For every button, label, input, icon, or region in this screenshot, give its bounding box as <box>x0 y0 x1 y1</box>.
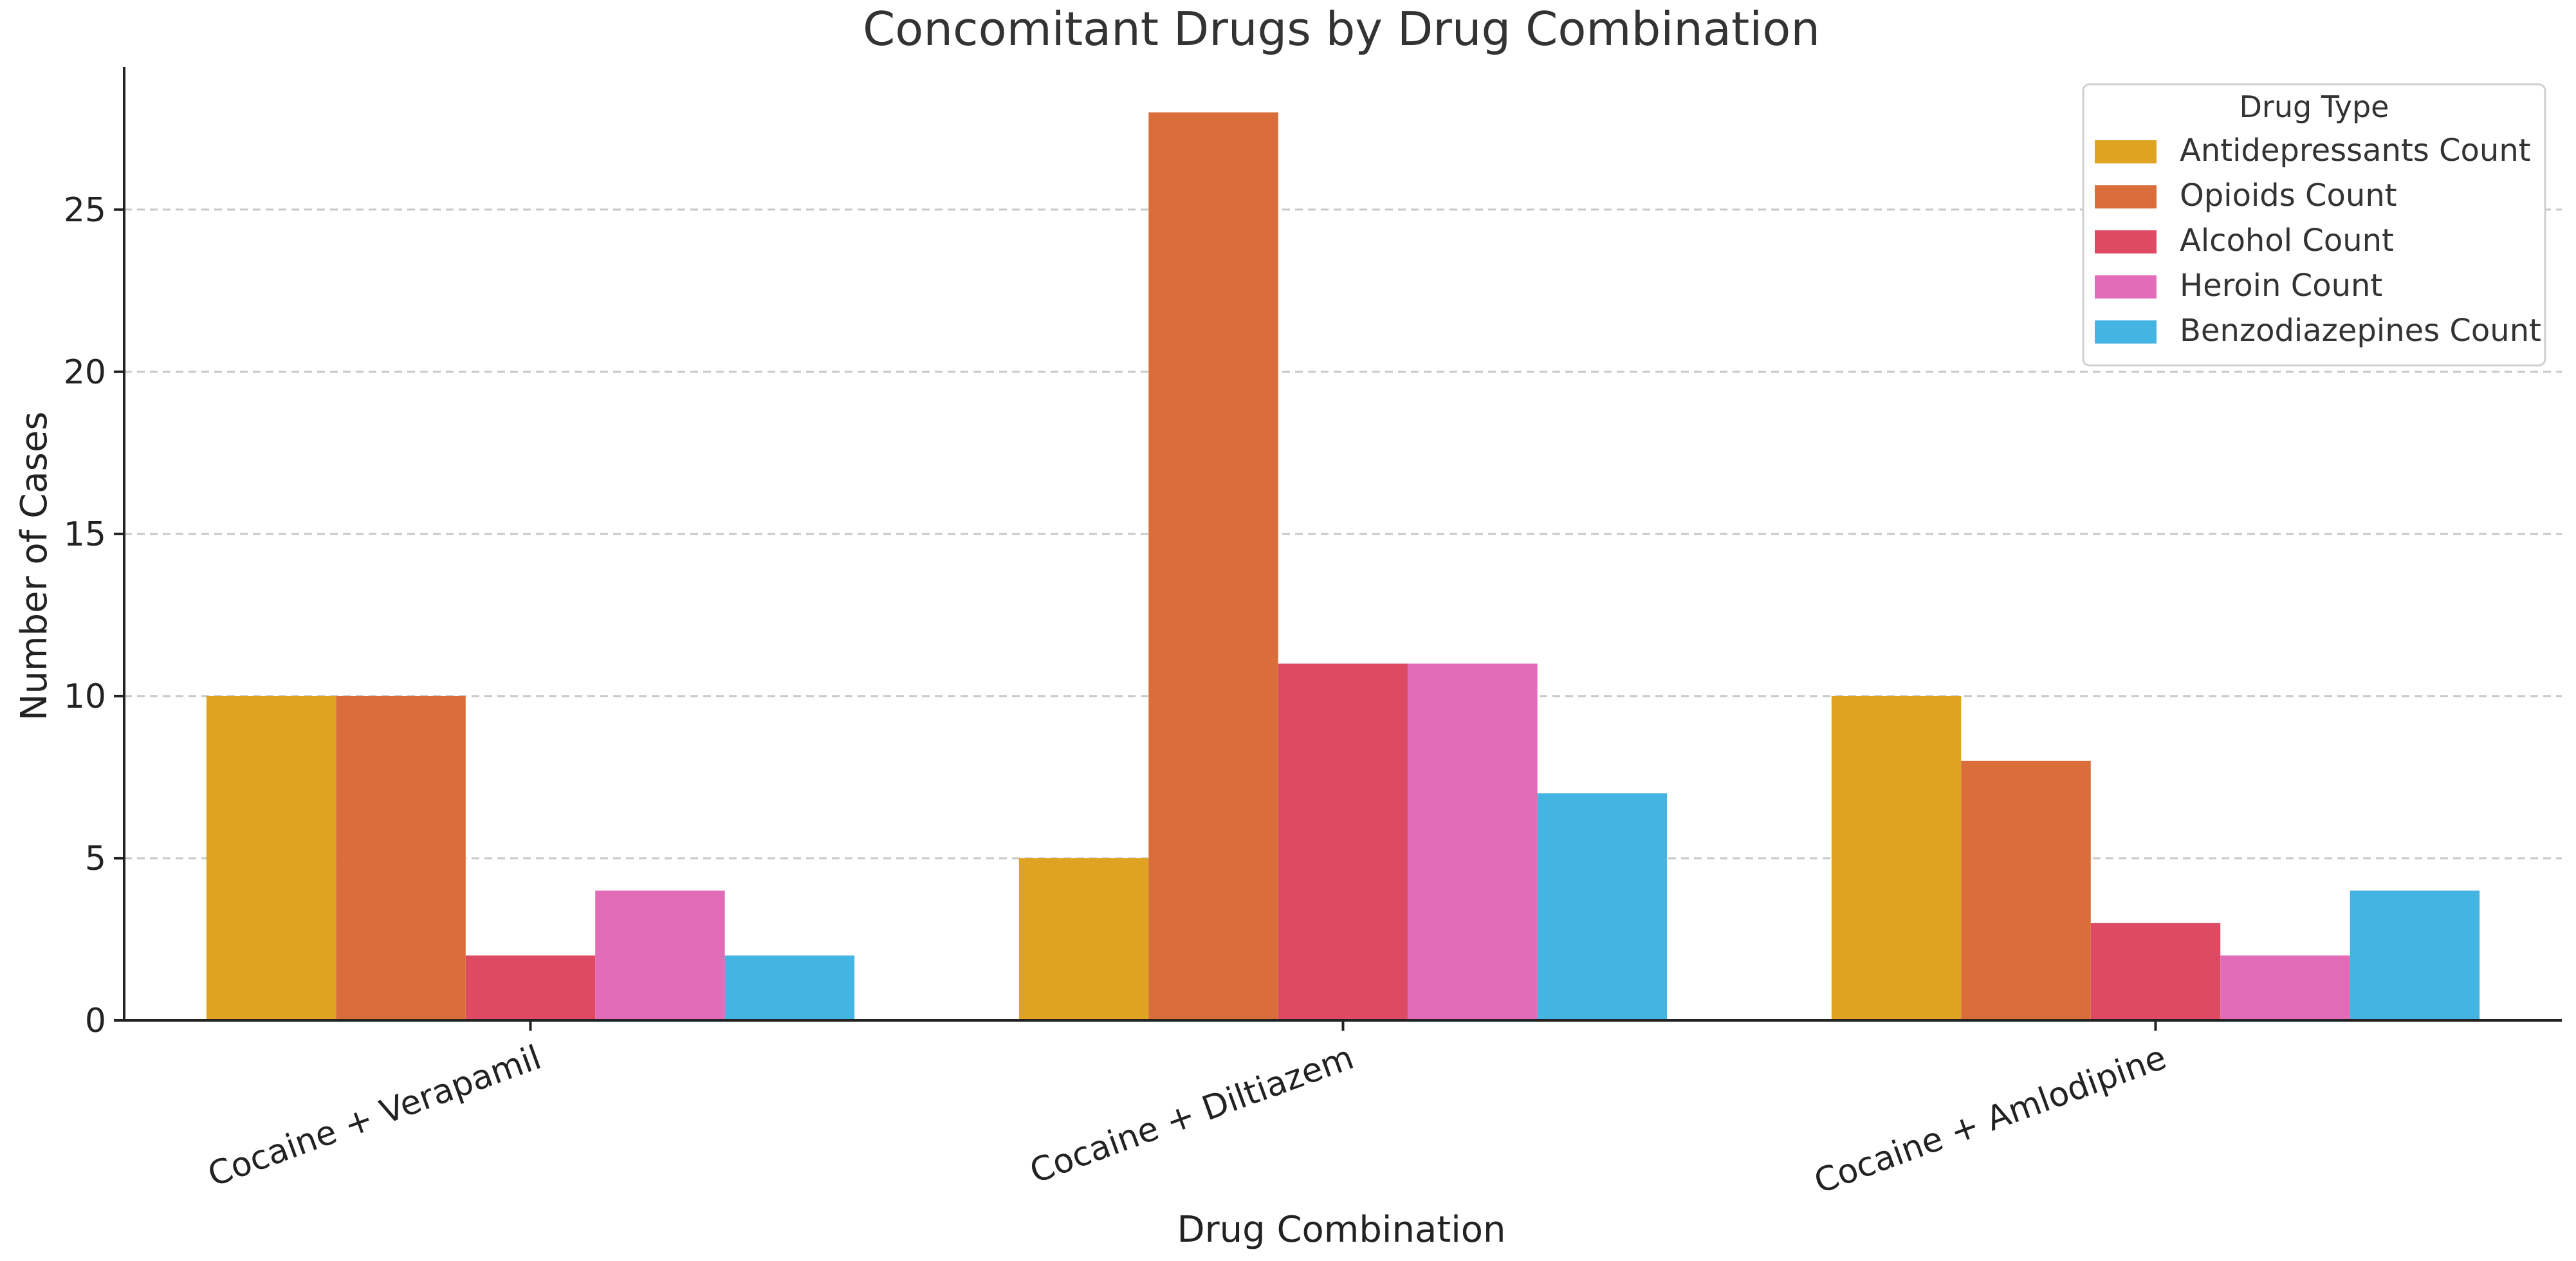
x-tick-label: Cocaine + Diltiazem <box>1025 1038 1359 1192</box>
legend-entry-label: Antidepressants Count <box>2180 133 2531 169</box>
legend-entry-label: Heroin Count <box>2180 268 2382 304</box>
bar-opioids-count-3 <box>1961 760 2091 1020</box>
bar-opioids-count-2 <box>1148 112 1278 1021</box>
y-tick-label: 0 <box>85 1002 106 1040</box>
bar-antidepressants-count-3 <box>1831 695 1962 1020</box>
y-tick-label: 15 <box>64 515 106 554</box>
bar-benzodiazepines-count-3 <box>2350 890 2480 1020</box>
legend-swatch <box>2095 185 2157 208</box>
legend-entry-label: Opioids Count <box>2180 178 2397 214</box>
legend-swatch <box>2095 320 2157 344</box>
y-tick-label: 10 <box>64 677 106 716</box>
bar-antidepressants-count-1 <box>206 695 336 1020</box>
bar-benzodiazepines-count-2 <box>1537 793 1668 1020</box>
bars <box>206 112 2480 1021</box>
y-tick-label: 25 <box>64 191 106 230</box>
bar-opioids-count-1 <box>336 695 466 1020</box>
bar-antidepressants-count-2 <box>1018 858 1149 1020</box>
x-axis-label: Drug Combination <box>1177 1209 1505 1251</box>
chart-title: Concomitant Drugs by Drug Combination <box>863 2 1820 56</box>
bar-alcohol-count-3 <box>2090 923 2221 1020</box>
legend: Drug Type Antidepressants Count Opioids C… <box>2082 83 2546 367</box>
x-tick-label: Cocaine + Verapamil <box>203 1038 546 1195</box>
bar-heroin-count-2 <box>1408 663 1538 1020</box>
y-tick-label: 5 <box>85 840 106 878</box>
x-tick-label: Cocaine + Amlodipine <box>1809 1038 2171 1202</box>
bar-alcohol-count-2 <box>1278 663 1408 1020</box>
grid-lines <box>124 208 2562 860</box>
legend-swatch <box>2095 140 2157 163</box>
y-tick-label: 20 <box>64 353 106 392</box>
bar-alcohol-count-1 <box>465 955 596 1020</box>
bar-heroin-count-3 <box>2220 955 2350 1020</box>
bar-benzodiazepines-count-1 <box>724 955 855 1020</box>
legend-entry-label: Alcohol Count <box>2180 223 2394 259</box>
legend-swatch <box>2095 275 2157 299</box>
legend-frame <box>2082 83 2546 367</box>
bar-heroin-count-1 <box>595 890 725 1020</box>
legend-swatch <box>2095 230 2157 253</box>
legend-entry-label: Benzodiazepines Count <box>2180 313 2541 349</box>
legend-title: Drug Type <box>2240 89 2389 124</box>
y-axis-label: Number of Cases <box>14 412 55 721</box>
